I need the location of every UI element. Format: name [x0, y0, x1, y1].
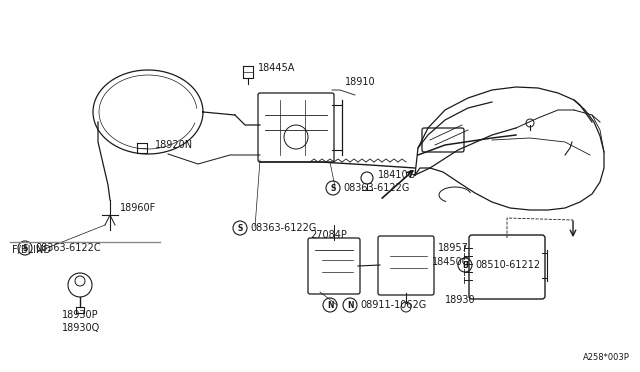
Text: 18450G: 18450G [432, 257, 470, 267]
Text: 18920N: 18920N [155, 140, 193, 150]
Text: B: B [462, 260, 468, 269]
Text: S: S [22, 244, 28, 253]
Text: 08510-61212: 08510-61212 [475, 260, 540, 270]
Text: S: S [330, 183, 336, 192]
Text: 18930: 18930 [445, 295, 476, 305]
Text: 27084P: 27084P [310, 230, 347, 240]
Text: 18910: 18910 [345, 77, 376, 87]
Text: 08363-6122C: 08363-6122C [35, 243, 100, 253]
Text: 18957: 18957 [438, 243, 469, 253]
Text: F/BLIND: F/BLIND [12, 245, 51, 255]
Text: N: N [347, 301, 353, 310]
Text: 18445A: 18445A [258, 63, 296, 73]
Text: 08911-1062G: 08911-1062G [360, 300, 426, 310]
Text: S: S [237, 224, 243, 232]
Text: 08363-6122G: 08363-6122G [343, 183, 410, 193]
Text: 18410G: 18410G [378, 170, 416, 180]
Text: N: N [327, 301, 333, 310]
Text: 18930Q: 18930Q [62, 323, 100, 333]
Text: 08363-6122G: 08363-6122G [250, 223, 316, 233]
Text: 18960F: 18960F [120, 203, 156, 213]
Text: A258*003P: A258*003P [583, 353, 630, 362]
Text: 18930P: 18930P [62, 310, 99, 320]
